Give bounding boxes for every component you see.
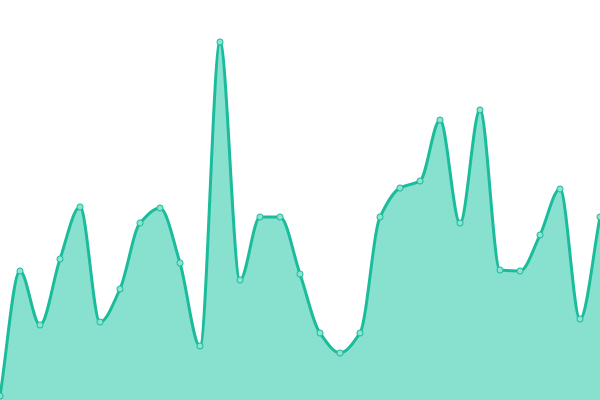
area-fill bbox=[0, 42, 600, 400]
data-point-18 bbox=[356, 329, 364, 337]
data-point-0 bbox=[0, 392, 4, 400]
data-points bbox=[0, 38, 600, 400]
data-point-10 bbox=[196, 342, 204, 350]
data-point-26 bbox=[516, 267, 524, 275]
data-point-16 bbox=[316, 329, 324, 337]
data-point-17 bbox=[336, 349, 344, 357]
data-point-14 bbox=[276, 213, 284, 221]
data-point-1 bbox=[16, 267, 24, 275]
data-point-6 bbox=[116, 285, 124, 293]
data-point-20 bbox=[396, 184, 404, 192]
data-point-19 bbox=[376, 213, 384, 221]
data-point-8 bbox=[156, 204, 164, 212]
data-point-4 bbox=[76, 203, 84, 211]
data-point-15 bbox=[296, 270, 304, 278]
data-point-13 bbox=[256, 213, 264, 221]
data-point-9 bbox=[176, 259, 184, 267]
data-point-7 bbox=[136, 219, 144, 227]
data-point-24 bbox=[476, 106, 484, 114]
data-point-22 bbox=[436, 116, 444, 124]
data-point-27 bbox=[536, 231, 544, 239]
data-point-25 bbox=[496, 266, 504, 274]
data-point-3 bbox=[56, 255, 64, 263]
data-point-11 bbox=[216, 38, 224, 46]
data-point-29 bbox=[576, 315, 584, 323]
data-point-2 bbox=[36, 321, 44, 329]
data-point-30 bbox=[596, 213, 600, 221]
data-point-21 bbox=[416, 177, 424, 185]
data-point-5 bbox=[96, 318, 104, 326]
data-point-28 bbox=[556, 185, 564, 193]
data-point-23 bbox=[456, 219, 464, 227]
data-point-12 bbox=[236, 276, 244, 284]
